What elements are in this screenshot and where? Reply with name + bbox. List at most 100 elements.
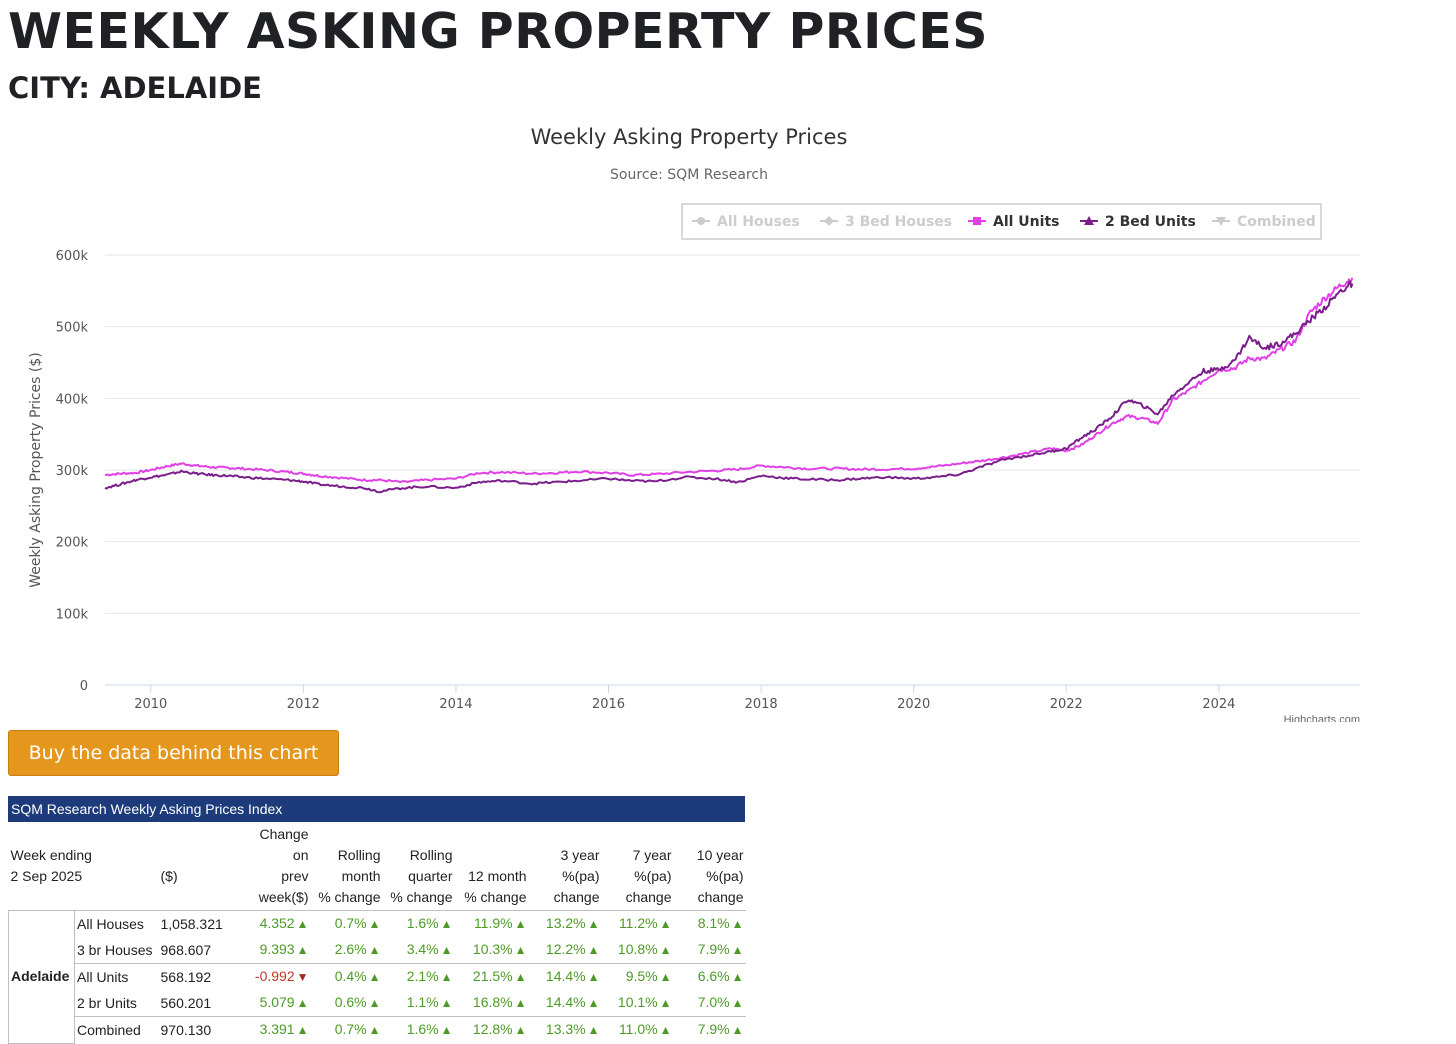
- change-value: 14.4%: [545, 994, 586, 1010]
- arrow-up-icon: ▲: [440, 917, 453, 931]
- change-year3-cell: 13.3% ▲: [529, 1017, 602, 1044]
- arrow-up-icon: ▲: [659, 996, 672, 1010]
- legend-item-all-houses[interactable]: All Houses: [692, 214, 800, 230]
- index-table-container: SQM Research Weekly Asking Prices Index …: [8, 796, 746, 1044]
- change-quarter-cell: 1.1% ▲: [382, 990, 455, 1017]
- change-year10-cell: 7.0% ▲: [673, 990, 746, 1017]
- change-value: 0.4%: [334, 968, 367, 984]
- change-value: 14.4%: [545, 968, 586, 984]
- header-week-ending: Week ending 2 Sep 2025: [8, 822, 159, 911]
- x-tick-label: 2018: [745, 697, 778, 712]
- change-value: 10.3%: [472, 941, 513, 957]
- y-tick-label: 0: [80, 679, 88, 694]
- change-value: 11.0%: [618, 1021, 658, 1037]
- legend-item-3-bed-houses[interactable]: 3 Bed Houses: [820, 214, 952, 230]
- arrow-up-icon: ▲: [514, 1023, 527, 1037]
- change-value: 11.9%: [473, 915, 513, 931]
- change-value: 9.5%: [625, 968, 658, 984]
- x-tick-label: 2014: [439, 697, 472, 712]
- header-3-year: 3 year %(pa) change: [528, 822, 602, 911]
- arrow-up-icon: ▲: [296, 1023, 309, 1037]
- change-year10-cell: 8.1% ▲: [674, 911, 746, 938]
- header-rolling-month: Rolling month % change: [310, 822, 383, 911]
- change-value: 5.079: [259, 994, 295, 1010]
- change-year12-cell: 11.9% ▲: [455, 911, 529, 938]
- city-name: Adelaide: [8, 910, 75, 1044]
- legend-label: Combined: [1237, 214, 1316, 230]
- x-tick-label: 2010: [134, 697, 167, 712]
- header-7-year: 7 year %(pa) change: [601, 822, 674, 911]
- triangle-marker-icon: [1084, 216, 1094, 225]
- property-type: 3 br Houses: [74, 937, 159, 964]
- arrow-up-icon: ▲: [587, 943, 600, 957]
- property-type: All Houses: [77, 915, 144, 932]
- header-change-week: Change on prev week($): [246, 822, 311, 911]
- table-row: Combined 970.130 3.391 ▲ 0.7% ▲ 1.6% ▲ 12.8% ▲ 13.…: [9, 1017, 746, 1044]
- change-year3-cell: 14.4% ▲: [528, 990, 602, 1017]
- change-year7-cell: 11.0% ▲: [602, 1017, 674, 1044]
- change-value: 4.352: [259, 915, 295, 931]
- change-value: 6.6%: [697, 968, 730, 984]
- change-quarter-cell: 1.6% ▲: [383, 1017, 455, 1044]
- legend-item-all-units[interactable]: All Units: [968, 214, 1059, 230]
- arrow-up-icon: ▲: [368, 917, 381, 931]
- arrow-up-icon: ▲: [731, 1023, 744, 1037]
- arrow-up-icon: ▲: [440, 970, 453, 984]
- arrow-up-icon: ▲: [587, 970, 600, 984]
- change-value: 16.8%: [472, 994, 513, 1010]
- index-value: 1,058.321: [160, 915, 223, 932]
- change-value: 10.1%: [617, 994, 658, 1010]
- chart-credit[interactable]: Highcharts.com: [1284, 714, 1360, 722]
- price-chart: Weekly Asking Property Prices Source: SQ…: [28, 125, 1360, 722]
- change-year7-cell: 9.5% ▲: [602, 964, 674, 991]
- legend-label: All Units: [993, 214, 1059, 230]
- series-line-2-bed-units[interactable]: [104, 280, 1354, 494]
- triangle-down-marker-icon: [1216, 217, 1226, 226]
- change-year12-cell: 16.8% ▲: [454, 990, 529, 1017]
- arrow-up-icon: ▲: [659, 1023, 672, 1037]
- x-tick-label: 2022: [1050, 697, 1083, 712]
- page-title: WEEKLY ASKING PROPERTY PRICES: [8, 3, 989, 60]
- legend-item-combined[interactable]: Combined: [1212, 214, 1316, 230]
- arrow-up-icon: ▲: [296, 943, 309, 957]
- change-week-cell: -0.992 ▼: [247, 964, 311, 991]
- change-value: 21.5%: [472, 968, 513, 984]
- legend-item-2-bed-units[interactable]: 2 Bed Units: [1080, 214, 1196, 230]
- arrow-up-icon: ▲: [514, 970, 527, 984]
- arrow-up-icon: ▲: [731, 996, 744, 1010]
- header-10-year: 10 year %(pa) change: [673, 822, 746, 911]
- change-year12-cell: 12.8% ▲: [455, 1017, 529, 1044]
- change-value: 9.393: [259, 941, 295, 957]
- change-year10-cell: 6.6% ▲: [674, 964, 746, 991]
- buy-data-button[interactable]: Buy the data behind this chart: [8, 730, 339, 776]
- change-quarter-cell: 3.4% ▲: [382, 937, 455, 964]
- header-rolling-quarter: Rolling quarter % change: [382, 822, 455, 911]
- change-value: 10.8%: [617, 941, 658, 957]
- change-quarter-cell: 2.1% ▲: [383, 964, 455, 991]
- arrow-up-icon: ▲: [659, 970, 672, 984]
- change-value: 1.6%: [406, 1021, 439, 1037]
- y-tick-label: 600k: [56, 249, 89, 264]
- arrow-down-icon: ▼: [296, 970, 309, 984]
- y-tick-label: 300k: [56, 464, 89, 479]
- change-value: 0.6%: [334, 994, 367, 1010]
- change-year3-cell: 13.2% ▲: [529, 911, 602, 938]
- arrow-up-icon: ▲: [296, 996, 309, 1010]
- index-value: 560.201: [158, 990, 247, 1017]
- change-value: 12.2%: [545, 941, 586, 957]
- index-table: Week ending 2 Sep 2025 ($) Change on pre…: [8, 822, 746, 1044]
- change-week-cell: 3.391 ▲: [247, 1017, 311, 1044]
- change-year3-cell: 12.2% ▲: [528, 937, 602, 964]
- change-year12-cell: 21.5% ▲: [455, 964, 529, 991]
- change-year3-cell: 14.4% ▲: [529, 964, 602, 991]
- arrow-up-icon: ▲: [587, 996, 600, 1010]
- arrow-up-icon: ▲: [368, 1023, 381, 1037]
- arrow-up-icon: ▲: [440, 1023, 453, 1037]
- arrow-up-icon: ▲: [368, 996, 381, 1010]
- table-row: Adelaide All Houses 1,058.321 4.352 ▲ 0.7% ▲ 1.…: [8, 910, 746, 1044]
- arrow-up-icon: ▲: [514, 996, 527, 1010]
- change-value: 12.8%: [472, 1021, 513, 1037]
- series-line-all-units[interactable]: [104, 277, 1354, 484]
- change-value: 2.1%: [406, 968, 439, 984]
- index-value: 568.192: [160, 968, 212, 985]
